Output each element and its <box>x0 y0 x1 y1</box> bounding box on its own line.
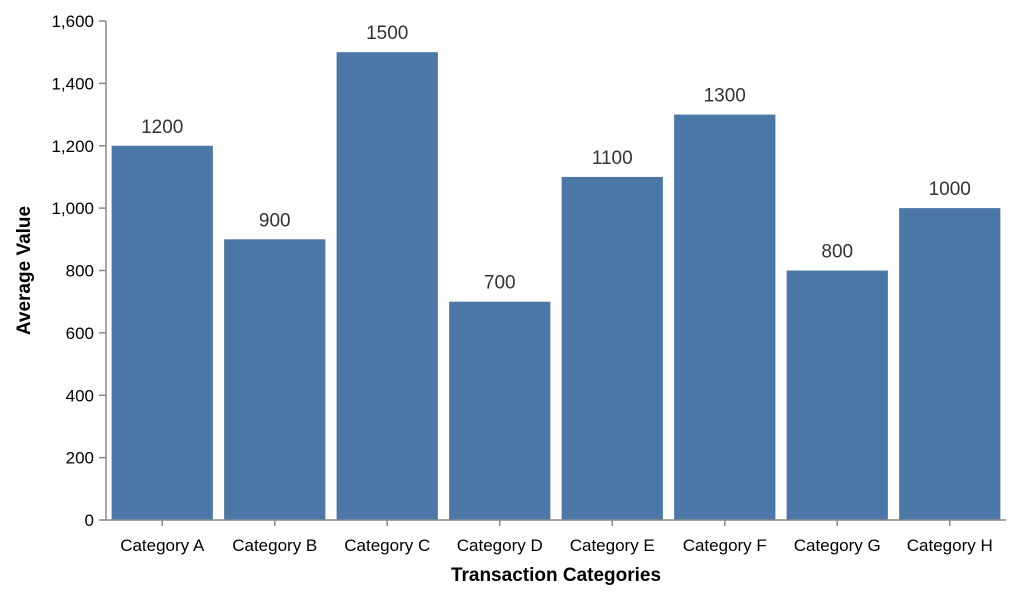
data-label: 1000 <box>929 179 971 200</box>
y-tick-label: 200 <box>66 449 94 468</box>
bar-category-e <box>561 176 663 520</box>
x-axis-title: Transaction Categories <box>451 565 661 586</box>
y-axis: 0 200 400 600 800 1,000 1,200 1,400 1,600 <box>51 12 107 530</box>
x-tick-label: Category A <box>120 536 205 555</box>
bars-layer <box>111 52 1001 520</box>
x-tick-label: Category D <box>457 536 543 555</box>
data-label: 1100 <box>592 148 633 169</box>
y-tick-label: 0 <box>85 511 94 530</box>
data-label: 700 <box>484 273 516 294</box>
y-tick-label: 1,000 <box>51 199 94 218</box>
bar-category-g <box>786 270 888 520</box>
data-label: 800 <box>821 242 853 263</box>
y-tick-label: 1,400 <box>51 74 94 93</box>
y-tick-label: 400 <box>66 386 94 405</box>
x-tick-label: Category F <box>683 536 767 555</box>
bar-category-f <box>674 114 776 520</box>
x-axis: Category A Category B Category C Category D… <box>106 519 1006 555</box>
data-label: 900 <box>259 210 291 231</box>
x-tick-label: Category G <box>794 536 881 555</box>
x-tick-label: Category B <box>232 536 317 555</box>
data-label: 1300 <box>704 86 746 107</box>
bar-category-b <box>224 239 326 520</box>
y-tick-label: 800 <box>66 262 94 281</box>
bar-category-a <box>111 145 213 520</box>
x-tick-label: Category C <box>344 536 430 555</box>
bar-category-c <box>336 52 438 520</box>
bar-category-h <box>899 208 1001 520</box>
data-labels-layer: 1200 900 1500 700 1100 1300 800 1000 <box>141 23 971 294</box>
x-tick-label: Category H <box>907 536 993 555</box>
y-axis-title: Average Value <box>14 206 35 335</box>
bar-category-d <box>449 301 551 520</box>
x-tick-label: Category E <box>570 536 655 555</box>
y-tick-label: 600 <box>66 324 94 343</box>
y-tick-label: 1,200 <box>51 137 94 156</box>
data-label: 1500 <box>366 23 408 44</box>
data-label: 1200 <box>141 117 183 138</box>
y-tick-label: 1,600 <box>51 12 94 31</box>
